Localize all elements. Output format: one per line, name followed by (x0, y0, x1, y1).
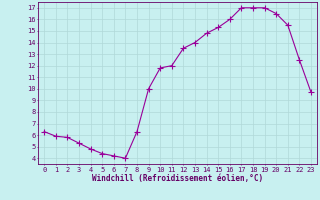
X-axis label: Windchill (Refroidissement éolien,°C): Windchill (Refroidissement éolien,°C) (92, 174, 263, 183)
